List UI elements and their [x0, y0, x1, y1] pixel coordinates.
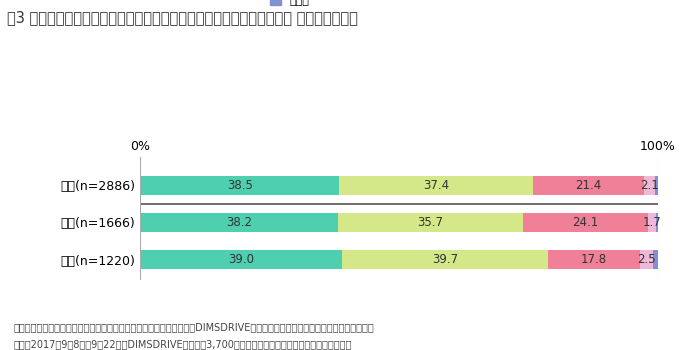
Text: 37.4: 37.4: [424, 179, 449, 192]
Bar: [640, 250, 653, 269]
Bar: [140, 176, 340, 195]
Text: 39.7: 39.7: [432, 253, 458, 266]
Bar: [533, 176, 644, 195]
Bar: [338, 213, 523, 232]
Bar: [140, 213, 338, 232]
Text: 38.5: 38.5: [227, 179, 253, 192]
Bar: [140, 250, 342, 269]
Text: 2.1: 2.1: [640, 179, 659, 192]
Bar: [653, 250, 658, 269]
Text: 期間：2017年9月8日～9月22日、DIMSDRIVEモニター3,700人が回答。エピソードも同アンケートです。: 期間：2017年9月8日～9月22日、DIMSDRIVEモニター3,700人が回…: [14, 340, 352, 350]
Text: 表3 「シャンプーの銘柄について、家族の間で使い分けしていますか」 についての回答: 表3 「シャンプーの銘柄について、家族の間で使い分けしていますか」 についての回…: [7, 10, 358, 26]
Bar: [657, 213, 658, 232]
Text: 35.7: 35.7: [417, 216, 443, 229]
Text: 17.8: 17.8: [581, 253, 607, 266]
Text: 調査機関：インターワイヤード株式会社が運営するネットリサーチ『DIMSDRIVE』実施のアンケート「シャンプー・リンス」。: 調査機関：インターワイヤード株式会社が運営するネットリサーチ『DIMSDRIVE…: [14, 322, 374, 332]
Text: 38.2: 38.2: [226, 216, 252, 229]
Text: 39.0: 39.0: [228, 253, 254, 266]
Bar: [648, 213, 657, 232]
Text: 1.7: 1.7: [643, 216, 662, 229]
Text: 24.1: 24.1: [572, 216, 598, 229]
Bar: [340, 176, 533, 195]
Bar: [644, 176, 655, 195]
Legend: 家族みな同じものを使っている, 家族それぞれが別のものを使っている, 自分は家族とは別のものを使っている, 子供は家族とは別のものを使っている, その他: 家族みな同じものを使っている, 家族それぞれが別のものを使っている, 自分は家族…: [270, 0, 402, 6]
Bar: [655, 176, 658, 195]
Bar: [547, 250, 640, 269]
Bar: [523, 213, 648, 232]
Bar: [342, 250, 547, 269]
Text: 21.4: 21.4: [575, 179, 602, 192]
Text: 2.5: 2.5: [637, 253, 656, 266]
